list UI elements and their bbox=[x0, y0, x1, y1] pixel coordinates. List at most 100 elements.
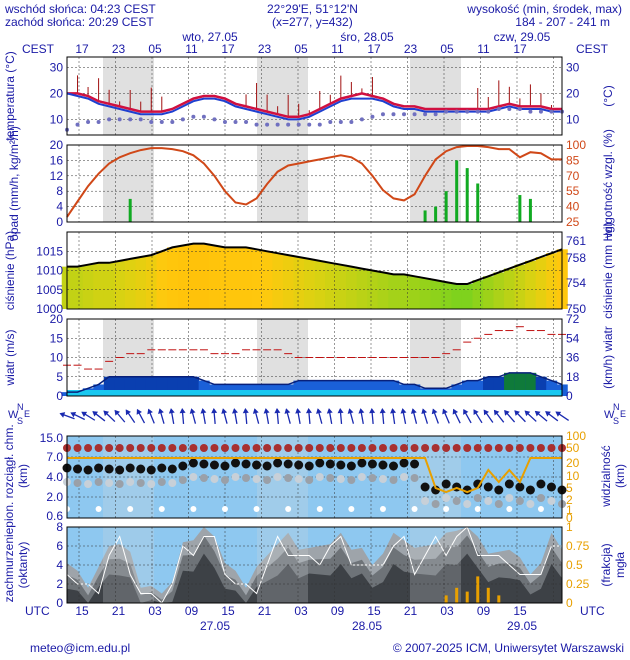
wind-direction-arrow bbox=[452, 408, 461, 424]
wind-arrow-head bbox=[305, 408, 312, 414]
pressure-fill bbox=[461, 283, 473, 309]
panel-frame bbox=[66, 435, 563, 519]
wind-direction-arrow bbox=[168, 408, 175, 424]
wind-arrow-head bbox=[263, 408, 270, 414]
pressure-fill bbox=[282, 255, 294, 309]
cloud-top-marker bbox=[305, 444, 314, 452]
bottom-axis-hour: 09 bbox=[477, 604, 491, 618]
wind-arrow-head bbox=[555, 411, 562, 417]
dewpoint-point bbox=[433, 112, 438, 117]
pressure-fill bbox=[93, 262, 105, 309]
cloud-base-marker bbox=[188, 458, 198, 468]
pressure-fill bbox=[514, 264, 526, 309]
night-band bbox=[257, 57, 308, 135]
dewpoint-point bbox=[286, 122, 291, 127]
compass-west: W bbox=[604, 409, 615, 421]
cloud-top-marker bbox=[263, 444, 272, 452]
visibility-tick-right: 10 bbox=[566, 469, 580, 483]
dewpoint-point bbox=[496, 107, 501, 111]
sunrise-text: wschód słońca: 04:23 CEST bbox=[5, 2, 156, 16]
dewpoint-point bbox=[201, 114, 206, 119]
bottom-axis-hour: 09 bbox=[331, 604, 345, 618]
cloud-mid-marker bbox=[378, 475, 387, 483]
pressure-fill bbox=[240, 247, 252, 309]
wind-direction-arrow bbox=[555, 411, 569, 422]
humidity-tick-right: 100 bbox=[566, 138, 586, 152]
pressure-fill bbox=[377, 272, 389, 309]
wind-direction-arrow bbox=[347, 408, 355, 424]
cloud-base-marker bbox=[294, 460, 304, 470]
cloud-base-marker bbox=[273, 458, 283, 468]
wind-ylabel-left: wiatr (m/s) bbox=[3, 330, 17, 387]
temp-tick-right: 30 bbox=[566, 60, 580, 74]
cloud-low-marker bbox=[506, 506, 513, 512]
fog-tick-right: 0 bbox=[566, 596, 573, 610]
wind-direction-arrow bbox=[284, 408, 291, 424]
visibility-tick-right: 20 bbox=[566, 456, 580, 470]
pressure-fill bbox=[525, 260, 537, 309]
dewpoint-point bbox=[380, 112, 385, 117]
wind-direction-arrow bbox=[483, 409, 494, 423]
wind-arrow-head bbox=[221, 408, 228, 414]
panel-frame bbox=[66, 318, 563, 397]
temp-tick-left: 30 bbox=[50, 60, 64, 74]
cloud-mid-marker bbox=[136, 479, 145, 487]
wind-arrow-head bbox=[421, 408, 428, 415]
cloud-top-marker bbox=[189, 444, 198, 452]
wind-arrow-head bbox=[442, 408, 448, 415]
cloud-mid-marker bbox=[210, 475, 219, 483]
temp-tick-right: 10 bbox=[566, 112, 580, 126]
pressure-fill bbox=[230, 247, 242, 309]
pressure-tick-left: 1015 bbox=[36, 244, 63, 258]
compass-east: E bbox=[620, 409, 626, 419]
cloud-mid-marker bbox=[484, 497, 493, 505]
wind-direction-arrow bbox=[158, 408, 165, 424]
pressure-fill bbox=[419, 278, 431, 309]
cloud-top-marker bbox=[505, 444, 514, 452]
dewpoint-point bbox=[180, 117, 185, 122]
cloud-mid-marker bbox=[463, 500, 472, 508]
top-axis-hour: 17 bbox=[367, 42, 381, 56]
cloud-tick-left: 4.0 bbox=[46, 470, 63, 484]
cloud-top-marker bbox=[463, 444, 472, 452]
cloud-top-marker bbox=[126, 444, 135, 452]
dewpoint-point bbox=[244, 120, 249, 124]
dewpoint-point bbox=[128, 117, 133, 122]
pressure-fill bbox=[156, 251, 168, 309]
wind-speed-bar bbox=[367, 380, 379, 396]
cloud-top-marker bbox=[115, 444, 124, 452]
contact-email-link[interactable]: meteo@icm.edu.pl bbox=[30, 641, 131, 655]
pressure-fill bbox=[198, 243, 210, 309]
cloud-top-marker bbox=[515, 444, 524, 452]
cloud-low-marker bbox=[443, 506, 450, 512]
pressure-fill bbox=[451, 283, 463, 309]
top-axis-day: czw, 29.05 bbox=[494, 30, 551, 44]
pressure-fill bbox=[219, 247, 231, 309]
elevation-values: 184 - 207 - 241 m bbox=[515, 15, 610, 29]
dewpoint-point bbox=[117, 117, 122, 122]
pressure-fill bbox=[493, 272, 505, 309]
cloud-base-marker bbox=[73, 464, 83, 474]
dewpoint-point bbox=[222, 120, 227, 124]
visibility-tick-right: 1 bbox=[566, 503, 573, 517]
cloud-base-marker bbox=[252, 460, 262, 470]
cloud-base-marker bbox=[146, 465, 156, 475]
wind-speed-bar bbox=[124, 376, 136, 396]
cloud-base-marker bbox=[388, 461, 398, 471]
cloud-mid-marker bbox=[263, 476, 272, 484]
wind-direction-arrow bbox=[493, 409, 505, 423]
cloud-low-marker bbox=[95, 506, 102, 512]
cloud-mid-marker bbox=[73, 479, 82, 487]
pressure-fill bbox=[483, 276, 495, 309]
wind-speed-bar bbox=[377, 380, 389, 396]
cloud-base-marker bbox=[220, 461, 230, 471]
cloud-mid-marker bbox=[347, 476, 356, 484]
top-axis-hour: 17 bbox=[513, 42, 527, 56]
visibility-ylabel-right-1: widzialność bbox=[599, 445, 613, 507]
humidity-tick-right: 85 bbox=[566, 153, 580, 167]
cloud-base-marker bbox=[94, 463, 104, 473]
fog-bar bbox=[444, 595, 448, 603]
pressure-fill bbox=[472, 280, 484, 309]
wind-direction-arrow bbox=[200, 408, 207, 424]
cloud-ylabel-left-1: pion. rozciągł. chm. bbox=[2, 424, 16, 527]
